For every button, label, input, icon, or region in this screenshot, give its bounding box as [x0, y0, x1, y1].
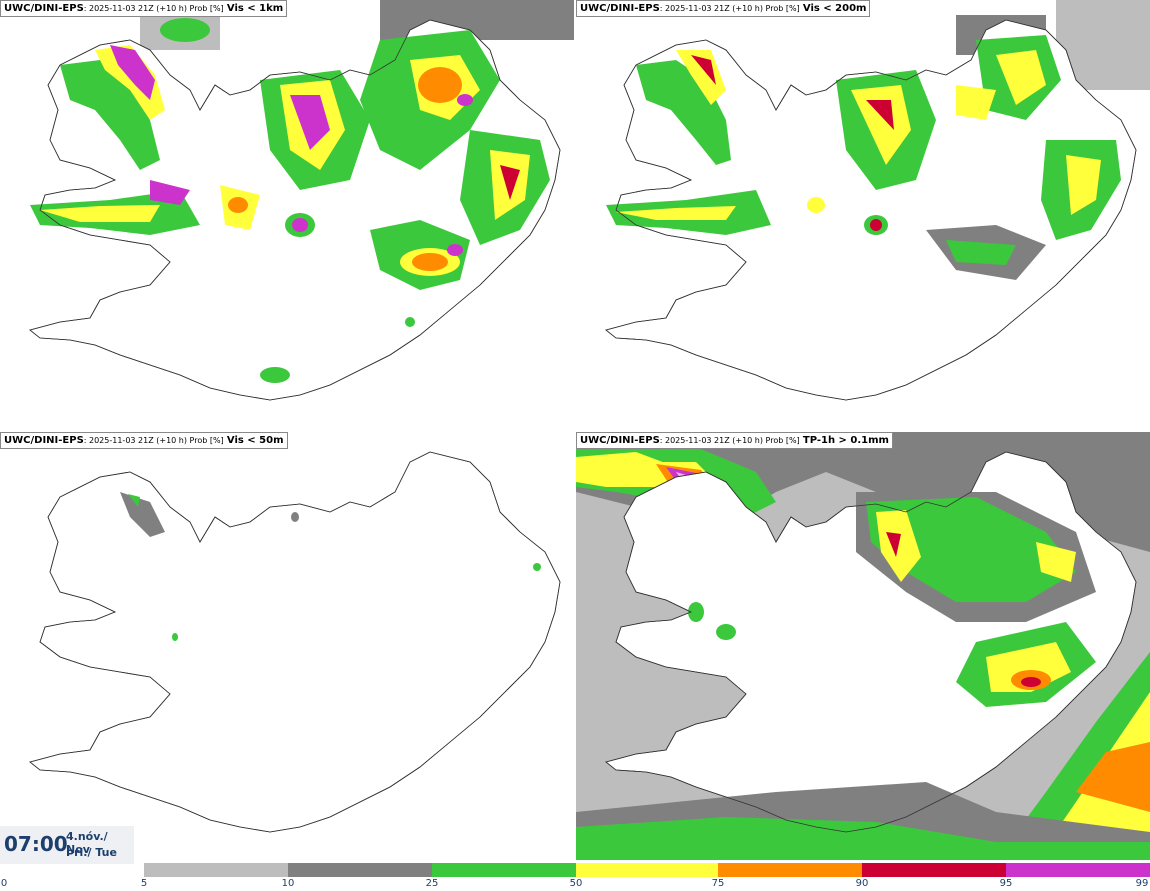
colorbar-tick: 10 [281, 878, 295, 889]
model-name: UWC/DINI-EPS [580, 3, 660, 14]
panel-title: UWC/DINI-EPS: 2025-11-03 21Z (+10 h) Pro… [0, 0, 288, 17]
map-vis-50m [29, 451, 561, 833]
colorbar-tick: 90 [855, 878, 869, 889]
map-panel-tp-1h: UWC/DINI-EPS: 2025-11-03 21Z (+10 h) Pro… [576, 432, 1150, 860]
map-vis-200m [605, 0, 1150, 401]
run-info: : 2025-11-03 21Z (+10 h) Prob [%] [659, 436, 800, 445]
map-panel-vis-50m: UWC/DINI-EPS: 2025-11-03 21Z (+10 h) Pro… [0, 432, 574, 860]
colorbar-tick: 0 [0, 878, 8, 889]
valid-weekday: Þri./ Tue [66, 846, 117, 859]
valid-hour: 07:00 [4, 832, 68, 856]
map-vis-1km [29, 0, 574, 401]
colorbar-tick: 25 [425, 878, 439, 889]
valid-time-box: 07:00 4.nóv./ Nov Þri./ Tue [0, 826, 134, 864]
map-panel-vis-200m: UWC/DINI-EPS: 2025-11-03 21Z (+10 h) Pro… [576, 0, 1150, 428]
run-info: : 2025-11-03 21Z (+10 h) Prob [%] [659, 4, 800, 13]
colorbar-segment [1006, 863, 1150, 877]
model-name: UWC/DINI-EPS [4, 3, 84, 14]
colorbar-tick: 5 [140, 878, 148, 889]
map-tp-1h [576, 432, 1150, 860]
valid-date: 4.nóv./ Nov [66, 830, 108, 856]
colorbar-segment [576, 863, 718, 877]
colorbar-tick: 50 [569, 878, 583, 889]
colorbar [144, 863, 1150, 877]
model-name: UWC/DINI-EPS [4, 435, 84, 446]
model-name: UWC/DINI-EPS [580, 435, 660, 446]
panel-title: UWC/DINI-EPS: 2025-11-03 21Z (+10 h) Pro… [576, 0, 871, 17]
map-panel-vis-1km: UWC/DINI-EPS: 2025-11-03 21Z (+10 h) Pro… [0, 0, 574, 428]
panel-title: UWC/DINI-EPS: 2025-11-03 21Z (+10 h) Pro… [576, 432, 893, 449]
run-info: : 2025-11-03 21Z (+10 h) Prob [%] [83, 4, 224, 13]
threshold-label: Vis < 50m [226, 435, 284, 446]
run-info: : 2025-11-03 21Z (+10 h) Prob [%] [83, 436, 224, 445]
threshold-label: TP-1h > 0.1mm [802, 435, 889, 446]
colorbar-segment [432, 863, 576, 877]
colorbar-segment [862, 863, 1006, 877]
panel-title: UWC/DINI-EPS: 2025-11-03 21Z (+10 h) Pro… [0, 432, 288, 449]
colorbar-tick: 75 [711, 878, 725, 889]
colorbar-tick: 99 [1135, 878, 1149, 889]
colorbar-segment [718, 863, 862, 877]
colorbar-segment [288, 863, 432, 877]
threshold-label: Vis < 1km [226, 3, 284, 14]
colorbar-segment [144, 863, 288, 877]
colorbar-tick: 95 [999, 878, 1013, 889]
threshold-label: Vis < 200m [802, 3, 867, 14]
